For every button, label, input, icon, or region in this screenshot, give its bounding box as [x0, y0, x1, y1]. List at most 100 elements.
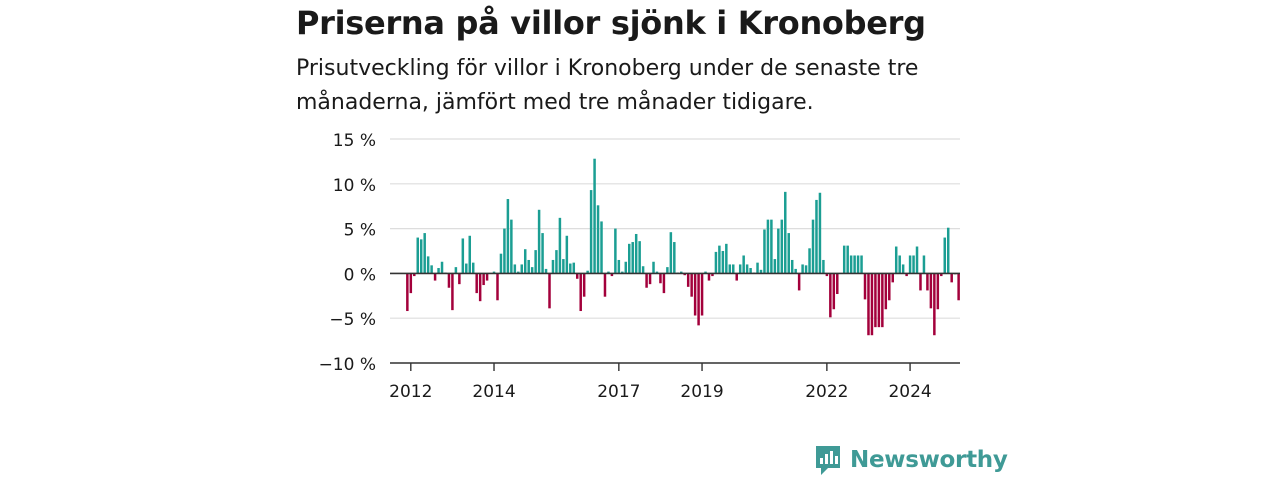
bar: [801, 264, 804, 274]
bar: [548, 273, 551, 309]
bar: [582, 273, 586, 297]
bar: [499, 253, 503, 274]
bar: [520, 264, 524, 274]
annotation-label: −3 %: [972, 0, 1019, 5]
bar: [901, 264, 905, 274]
bar: [523, 249, 527, 274]
bar: [419, 239, 423, 274]
bar: [655, 271, 659, 274]
bar: [742, 255, 745, 274]
bar: [634, 233, 638, 274]
bar: [627, 243, 631, 274]
y-tick-label: −10 %: [319, 355, 376, 375]
bar: [440, 261, 444, 274]
bar: [437, 268, 440, 274]
bar: [881, 273, 884, 328]
bar: [426, 256, 430, 274]
y-tick-label: 0 %: [344, 265, 376, 285]
bars: [406, 158, 960, 336]
bar: [562, 259, 565, 274]
bar: [863, 273, 867, 300]
bar: [718, 245, 721, 274]
bar: [413, 273, 416, 277]
bar: [680, 271, 683, 274]
bar: [874, 273, 877, 328]
bar: [704, 271, 707, 274]
bar: [700, 273, 704, 316]
bar: [451, 273, 454, 311]
x-tick-label: 2019: [680, 382, 723, 402]
bar: [600, 221, 603, 274]
bar: [721, 251, 725, 274]
bar: [856, 255, 860, 274]
bar: [867, 273, 870, 336]
bar: [915, 246, 919, 274]
bar: [846, 245, 849, 274]
bar: [461, 238, 465, 274]
bar: [745, 264, 749, 274]
bar: [569, 263, 572, 274]
bar: [423, 233, 426, 274]
y-tick-label: 10 %: [333, 176, 376, 196]
y-tick-label: 5 %: [344, 221, 376, 241]
bar: [593, 158, 596, 274]
bar: [732, 264, 735, 274]
bar: [406, 273, 409, 312]
bar: [503, 228, 506, 274]
bar: [936, 273, 940, 310]
bar: [707, 273, 711, 281]
bar: [870, 273, 874, 336]
bar: [836, 273, 839, 295]
bar: [624, 261, 628, 274]
bar: [787, 233, 790, 274]
chart-title: Priserna på villor sjönk i Kronoberg: [296, 4, 926, 42]
bar: [416, 237, 419, 274]
bar: [496, 273, 499, 301]
bar: [697, 273, 700, 326]
bar: [621, 271, 624, 274]
bar: [759, 269, 763, 274]
bar: [877, 273, 881, 328]
x-tick-label: 2017: [597, 382, 640, 402]
bar: [784, 191, 787, 274]
bar: [738, 264, 742, 274]
bar: [447, 273, 451, 288]
bar: [735, 273, 738, 281]
bar: [933, 273, 936, 336]
bar: [790, 259, 794, 274]
bar: [482, 273, 485, 286]
bar: [666, 267, 669, 274]
bar: [517, 271, 520, 274]
bar: [458, 273, 461, 285]
bar: [763, 229, 766, 274]
bar: [728, 264, 732, 274]
bar: [950, 273, 953, 283]
bar: [811, 219, 815, 274]
bar: [777, 228, 780, 274]
brand: Newsworthy: [814, 444, 1008, 476]
bar: [940, 273, 943, 277]
bar: [565, 235, 569, 274]
axes: [390, 272, 960, 364]
bar: [544, 268, 548, 274]
bar: [579, 273, 582, 312]
bar: [589, 190, 593, 274]
bar: [829, 273, 832, 318]
bar: [943, 237, 947, 274]
bar: [818, 192, 822, 274]
x-tick-label: 2012: [389, 382, 432, 402]
bar: [908, 255, 912, 274]
bar: [662, 273, 666, 294]
bar: [596, 205, 600, 274]
bar: [614, 228, 617, 274]
bar: [919, 273, 922, 291]
bar: [853, 255, 856, 274]
bar: [506, 199, 510, 274]
bar: [537, 209, 541, 274]
bar: [631, 242, 634, 274]
bar: [471, 262, 475, 274]
y-axis-labels: 15 % 10 % 5 % 0 % −5 % −10 %: [319, 131, 376, 375]
bar: [648, 273, 652, 285]
bar: [797, 273, 801, 291]
